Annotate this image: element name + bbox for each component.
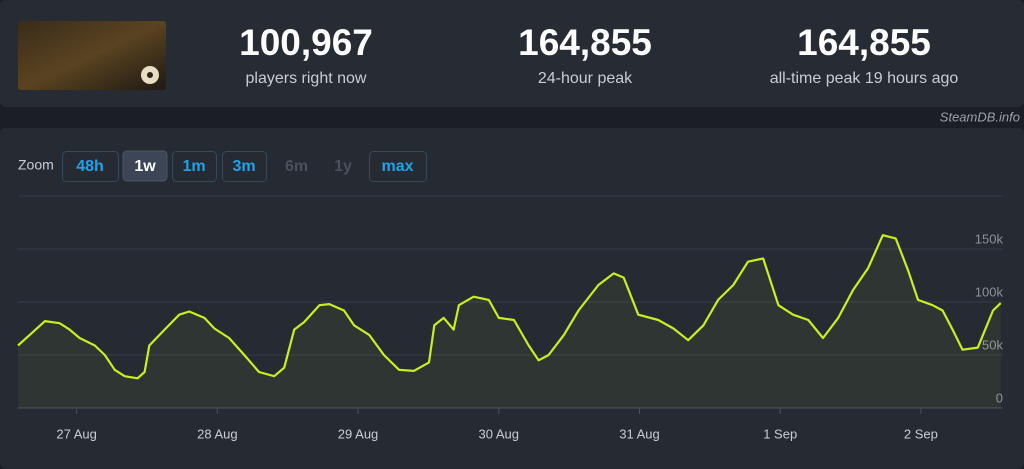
x-tick-label: 28 Aug bbox=[197, 426, 238, 441]
zoom-option[interactable]: 3m bbox=[232, 158, 255, 175]
stat-label: all-time peak 19 hours ago bbox=[770, 70, 959, 87]
stat-value: 164,855 bbox=[797, 22, 931, 63]
stats-panel bbox=[0, 0, 1024, 107]
zoom-button[interactable] bbox=[369, 151, 427, 182]
zoom-button[interactable] bbox=[62, 151, 119, 182]
x-tick-label: 2 Sep bbox=[904, 426, 938, 441]
zoom-option[interactable]: max bbox=[381, 158, 413, 175]
zoom-option[interactable]: 1w bbox=[134, 158, 156, 175]
credit: SteamDB.info bbox=[940, 109, 1020, 124]
game-thumbnail[interactable] bbox=[18, 21, 166, 90]
x-tick-label: 27 Aug bbox=[56, 426, 97, 441]
x-tick-label: 30 Aug bbox=[479, 426, 520, 441]
stats: 100,967 players right now 164,855 24-hour p… bbox=[239, 22, 958, 87]
zoom-option: 6m bbox=[285, 158, 308, 175]
zoom-option[interactable]: 1m bbox=[182, 158, 205, 175]
zoom-buttons: 48h 1w 1m 3m 6m 1y max bbox=[62, 150, 427, 182]
y-tick-label: 0 bbox=[996, 390, 1003, 405]
x-tick-label: 1 Sep bbox=[763, 426, 797, 441]
x-tick-label: 29 Aug bbox=[338, 426, 379, 441]
zoom-label: Zoom bbox=[18, 157, 54, 173]
plot: 0 50k 100k 150k 27 Aug 28 Aug 29 Aug 30 Aug 31 A… bbox=[17, 231, 1004, 441]
y-tick-label: 150k bbox=[975, 231, 1004, 246]
zoom-button[interactable] bbox=[172, 151, 217, 182]
x-tick-label: 31 Aug bbox=[619, 426, 660, 441]
stat-label: players right now bbox=[246, 70, 367, 87]
y-tick-label: 100k bbox=[975, 284, 1004, 299]
zoom-button[interactable] bbox=[122, 150, 168, 182]
thumbnail-icon-dot bbox=[147, 72, 153, 78]
line bbox=[17, 234, 1002, 380]
zoom-option: 1y bbox=[334, 158, 352, 175]
area bbox=[18, 235, 1001, 408]
stat-value: 100,967 bbox=[239, 22, 373, 63]
zoom-button[interactable] bbox=[222, 151, 267, 182]
chart-panel bbox=[0, 128, 1024, 469]
y-tick-label: 50k bbox=[982, 337, 1003, 352]
stat-label: 24-hour peak bbox=[538, 70, 633, 87]
stat-value: 164,855 bbox=[518, 22, 652, 63]
zoom-option[interactable]: 48h bbox=[76, 158, 104, 175]
